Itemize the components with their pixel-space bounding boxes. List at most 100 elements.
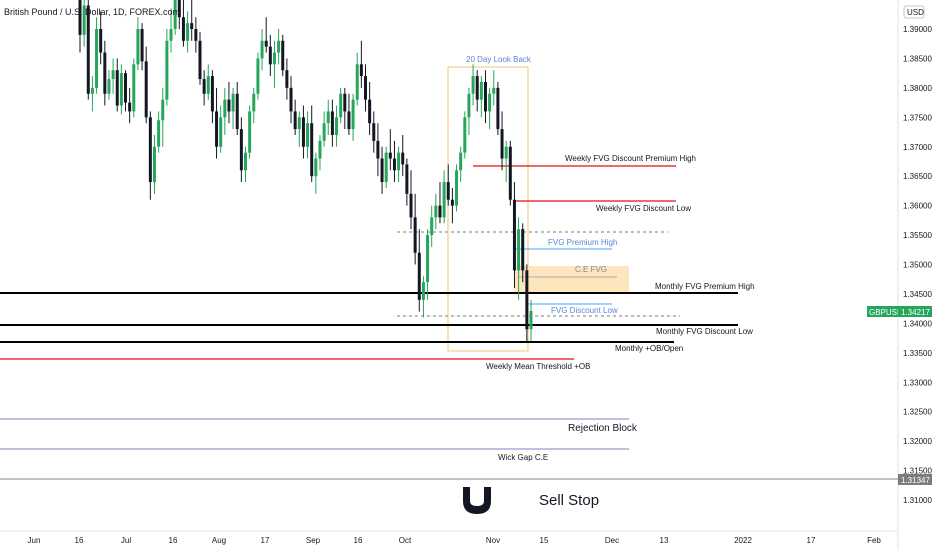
monthly-prem-high-label: Monthly FVG Premium High [655,282,755,291]
candle [471,64,475,106]
candle-body [339,93,343,118]
candle [392,140,396,183]
rejection-block-label: Rejection Block [568,423,638,434]
candle-body [330,111,334,135]
candle-body [388,152,392,159]
candle [347,93,351,135]
currency-badge[interactable] [903,5,925,19]
candle [177,0,181,29]
candle [235,81,239,135]
candle-body [355,64,359,100]
x-tick-label: Sep [306,536,321,545]
candle [165,29,169,106]
currency-label: USD [907,8,924,17]
y-tick-label: 1.37500 [903,113,932,122]
candle-body [260,40,264,59]
candle-body [99,29,103,53]
weekly-disc-low-label: Weekly FVG Discount Low [596,204,691,213]
candle-body [492,87,496,94]
candle [430,205,434,247]
candle [285,58,289,100]
candle-body [115,70,119,106]
lookback-box [447,66,529,352]
candle-body [198,40,202,80]
candle-body [368,99,372,124]
candle-body [450,199,454,206]
candle [194,17,198,53]
candle-body [244,152,248,171]
candle [268,34,272,77]
candle-body [107,79,111,94]
candle [384,146,388,188]
candle-body [223,99,227,118]
candle-body [306,123,310,147]
x-tick-label: Jun [28,536,41,545]
candle-body [297,117,301,130]
candle [512,182,516,289]
candle-body [314,158,318,177]
candle [301,105,305,159]
candle [351,93,355,141]
x-tick-label: Oct [399,536,412,545]
candle-body [219,117,223,147]
candle [388,129,392,171]
candle-body [529,311,533,330]
candle-body [310,123,314,177]
candle [446,164,450,206]
candle-body [392,158,396,171]
candle-body [119,73,123,106]
candle [529,299,533,342]
x-tick-label: 16 [169,536,178,545]
candle [227,81,231,124]
candle [202,70,206,106]
candle [289,76,293,124]
candle-body [194,29,198,41]
candle-body [413,217,417,253]
candle [132,58,136,118]
candle [111,58,115,94]
candle-body [397,152,401,171]
y-tick-label: 1.33500 [903,349,932,358]
y-tick-label: 1.38500 [903,54,932,63]
candle [409,170,413,230]
y-tick-label: 1.38000 [903,84,932,93]
candle [330,99,334,147]
candle [264,17,268,53]
candle [455,164,459,212]
extra-price-tag-label: 1.31347 [901,476,930,485]
candle-body [384,152,388,183]
candle-body [281,40,285,71]
candle-body [215,111,219,147]
candle [95,17,99,94]
candle-body [272,52,276,65]
x-tick-label: 17 [261,536,270,545]
y-tick-label: 1.37000 [903,143,932,152]
candle-body [90,87,94,94]
candle [157,111,161,153]
y-tick-label: 1.35500 [903,231,932,240]
x-tick-label: 17 [807,536,816,545]
candle-body [459,152,463,171]
candle [210,70,214,124]
candle-body [426,235,430,283]
candle-body [322,123,326,141]
candle [343,87,347,130]
extra-price-tag [898,474,932,485]
candle [124,70,128,112]
candle [413,193,417,265]
candle [326,99,330,135]
x-tick-label: 16 [75,536,84,545]
candle [190,0,194,41]
candle [475,70,479,112]
candle-body [488,93,492,112]
candle-body [525,270,529,330]
candle [277,29,281,65]
candle-body [467,93,471,118]
candle [161,87,165,147]
candle-body [359,64,363,77]
candle [483,70,487,124]
candle-body [463,117,467,153]
candle [517,217,521,300]
candle [297,111,301,147]
candle [223,87,227,135]
